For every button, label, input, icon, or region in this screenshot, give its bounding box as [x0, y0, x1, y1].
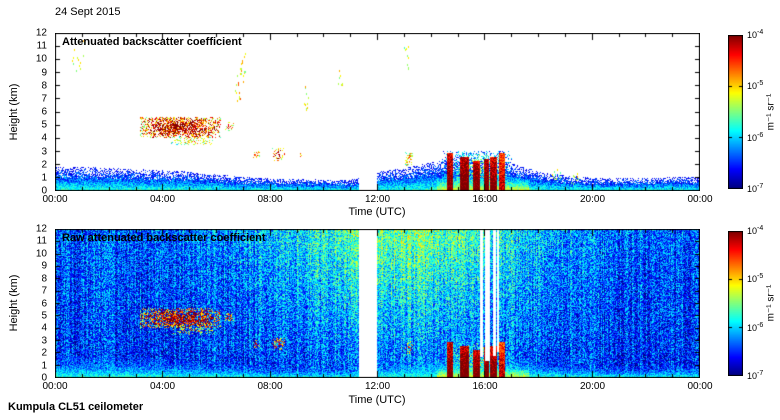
- x-tick-label: 08:00: [257, 381, 283, 392]
- x-axis-tick-labels-top: 00:00 04:00 08:00 12:00 16:00 20:00 00:00: [42, 194, 712, 206]
- x-tick-label: 16:00: [472, 381, 498, 392]
- x-tick-label: 04:00: [149, 381, 176, 392]
- y-axis-label-bottom: Height (km): [8, 274, 20, 332]
- y-tick-label: 8: [41, 80, 47, 92]
- x-tick-label: 00:00: [42, 194, 68, 205]
- y-tick-label: 11: [36, 235, 47, 247]
- x-tick-label: 20:00: [579, 194, 606, 205]
- y-tick-label: 7: [41, 285, 47, 297]
- x-tick-label: 16:00: [472, 194, 498, 205]
- colorbar-tick-label: 10-5: [747, 273, 764, 285]
- colorbar-tick-label: 10-4: [747, 225, 764, 236]
- y-tick-label: 10: [35, 53, 47, 65]
- x-axis-label-top: Time (UTC): [348, 206, 406, 218]
- y-tick-label: 6: [41, 298, 47, 309]
- y-axis-label-top: Height (km): [8, 83, 20, 141]
- y-tick-label: 3: [41, 335, 47, 347]
- y-tick-label: 6: [41, 106, 47, 118]
- colorbar-tick-labels-top: 10-4 10-5 10-6 10-7: [747, 29, 775, 194]
- x-tick-label: 12:00: [364, 194, 391, 205]
- x-tick-label: 04:00: [149, 194, 176, 205]
- x-tick-label: 12:00: [364, 381, 391, 392]
- y-tick-label: 4: [41, 322, 47, 334]
- panel-raw-backscatter: Raw attenuated backscatter coefficient: [55, 229, 700, 378]
- panel-title-attenuated: Attenuated backscatter coefficient: [62, 36, 242, 48]
- y-tick-label: 1: [41, 360, 47, 372]
- heatmap-raw-backscatter: [55, 229, 700, 378]
- y-tick-label: 12: [35, 27, 47, 39]
- y-tick-label: 5: [41, 310, 47, 322]
- y-tick-label: 11: [36, 40, 47, 52]
- panel-attenuated-backscatter: Attenuated backscatter coefficient: [55, 33, 700, 191]
- y-tick-label: 1: [41, 172, 47, 184]
- heatmap-attenuated-backscatter: [55, 33, 700, 191]
- x-axis-tick-labels-bottom: 00:00 04:00 08:00 12:00 16:00 20:00 00:00: [42, 381, 712, 393]
- y-tick-label: 2: [41, 159, 47, 171]
- colorbar-unit-label-top: m⁻¹ sr⁻¹: [765, 93, 777, 131]
- y-tick-label: 0: [41, 185, 47, 197]
- y-tick-label: 12: [35, 223, 47, 235]
- y-tick-label: 7: [41, 93, 47, 105]
- y-axis-tick-labels-top: 0 1 2 3 4 5 6 7 8 9 10 11 12: [0, 28, 51, 197]
- date-label: 24 Sept 2015: [55, 6, 121, 18]
- x-tick-label: 20:00: [579, 381, 606, 392]
- y-tick-label: 9: [41, 260, 47, 272]
- colorbar-tick-label: 10-5: [747, 80, 764, 92]
- x-tick-label: 00:00: [42, 381, 68, 392]
- colorbar-bottom: [728, 231, 743, 376]
- y-tick-label: 8: [41, 273, 47, 285]
- x-tick-label: 00:00: [687, 381, 713, 392]
- y-tick-label: 9: [41, 67, 47, 78]
- colorbar-tick-label: 10-6: [747, 131, 764, 143]
- panel-title-raw: Raw attenuated backscatter coefficient: [62, 232, 266, 244]
- y-tick-label: 4: [41, 132, 47, 144]
- colorbar-tick-label: 10-4: [747, 29, 764, 40]
- y-tick-label: 0: [41, 372, 47, 384]
- x-tick-label: 00:00: [687, 194, 713, 205]
- y-axis-tick-labels-bottom: 0 1 2 3 4 5 6 7 8 9 10 11 12: [0, 224, 51, 384]
- x-tick-label: 08:00: [257, 194, 283, 205]
- x-axis-label-bottom: Time (UTC): [348, 394, 406, 406]
- y-tick-label: 10: [35, 248, 47, 260]
- footer-label: Kumpula CL51 ceilometer: [8, 401, 144, 413]
- colorbar-tick-label: 10-6: [747, 321, 764, 333]
- colorbar-tick-label: 10-7: [747, 183, 764, 194]
- colorbar-top: [728, 35, 743, 189]
- y-tick-label: 5: [41, 119, 47, 131]
- y-tick-label: 2: [41, 347, 47, 359]
- colorbar-tick-labels-bottom: 10-4 10-5 10-6 10-7: [747, 225, 775, 381]
- colorbar-unit-label-bottom: m⁻¹ sr⁻¹: [765, 284, 777, 322]
- colorbar-tick-label: 10-7: [747, 370, 764, 381]
- y-tick-label: 3: [41, 146, 47, 157]
